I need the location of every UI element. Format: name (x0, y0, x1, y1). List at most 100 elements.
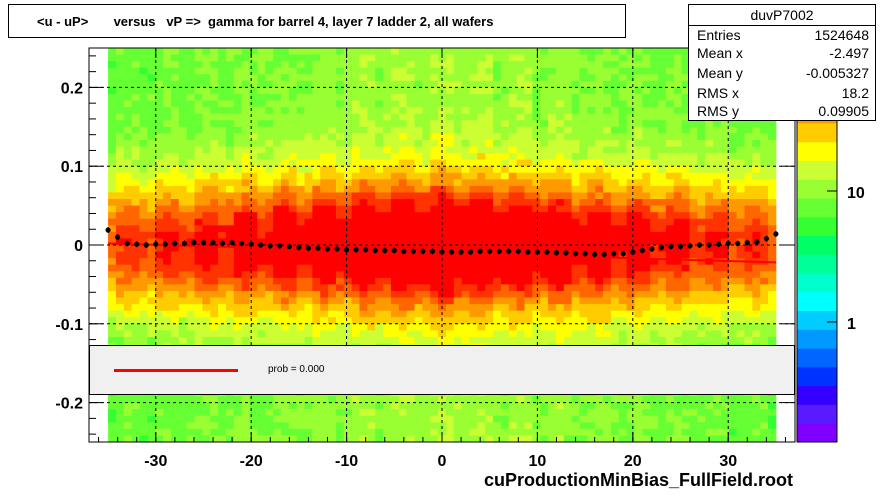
heatmap-cell (508, 336, 518, 344)
heatmap-cell (241, 225, 250, 233)
heatmap-cell (532, 323, 541, 331)
heatmap-cell (320, 80, 329, 88)
heatmap-cell (618, 166, 628, 174)
heatmap-cell (265, 126, 274, 134)
heatmap-cell (579, 402, 588, 410)
heatmap-cell (532, 113, 541, 121)
heatmap-cell (218, 107, 227, 115)
heatmap-cell (516, 402, 525, 410)
heatmap-cell (595, 126, 604, 134)
heatmap-cell (587, 330, 596, 338)
heatmap-cell (108, 251, 117, 259)
heatmap-cell (367, 310, 376, 318)
heatmap-cell (406, 402, 415, 410)
heatmap-cell (626, 133, 635, 141)
heatmap-cell (579, 133, 588, 141)
heatmap-cell (752, 415, 761, 423)
heatmap-cell (155, 113, 164, 121)
heatmap-cell (760, 126, 769, 134)
heatmap-cell (665, 159, 675, 167)
heatmap-cell (178, 304, 188, 312)
heatmap-cell (571, 199, 580, 206)
heatmap-cell (139, 93, 148, 101)
heatmap-cell (163, 126, 172, 134)
heatmap-cell (673, 323, 683, 331)
heatmap-cell (123, 336, 133, 344)
heatmap-cell (579, 61, 588, 69)
heatmap-cell (500, 113, 510, 121)
heatmap-cell (713, 199, 722, 206)
heatmap-cell (328, 218, 337, 226)
heatmap-cell (414, 330, 423, 338)
heatmap-cell (304, 146, 313, 154)
heatmap-cell (147, 212, 156, 220)
heatmap-cell (665, 139, 675, 147)
heatmap-cell (398, 153, 408, 161)
heatmap-cell (139, 336, 148, 344)
heatmap-cell (186, 304, 195, 312)
heatmap-cell (650, 231, 659, 239)
heatmap-cell (233, 310, 243, 318)
heatmap-cell (108, 428, 117, 436)
heatmap-cell (406, 396, 415, 403)
heatmap-cell (218, 146, 227, 154)
heatmap-cell (736, 304, 745, 312)
heatmap-cell (453, 304, 463, 312)
heatmap-cell (736, 251, 745, 259)
heatmap-cell (115, 74, 125, 82)
heatmap-cell (296, 87, 305, 95)
heatmap-cell (398, 179, 408, 187)
heatmap-cell (524, 192, 533, 200)
heatmap-cell (595, 218, 604, 226)
heatmap-cell (186, 199, 195, 206)
heatmap-cell (689, 225, 698, 233)
heatmap-cell (123, 179, 133, 187)
heatmap-cell (367, 100, 376, 108)
heatmap-cell (218, 54, 227, 62)
heatmap-cell (422, 179, 431, 187)
heatmap-cell (720, 205, 730, 213)
heatmap-cell (500, 212, 510, 220)
heatmap-cell (359, 304, 368, 312)
heatmap-cell (280, 310, 290, 318)
heatmap-cell (430, 284, 439, 292)
heatmap-cell (500, 422, 510, 430)
heatmap-cell (249, 304, 258, 312)
heatmap-cell (202, 166, 211, 174)
heatmap-cell (516, 166, 525, 174)
heatmap-cell (320, 120, 329, 128)
heatmap-cell (587, 409, 596, 417)
heatmap-cell (163, 277, 172, 285)
heatmap-cell (469, 409, 478, 417)
heatmap-cell (304, 310, 313, 318)
heatmap-cell (210, 310, 219, 318)
heatmap-cell (139, 218, 148, 226)
heatmap-cell (720, 159, 730, 167)
heatmap-cell (210, 67, 219, 75)
heatmap-cell (131, 422, 140, 430)
heatmap-cell (658, 330, 667, 338)
heatmap-cell (634, 428, 643, 436)
heatmap-cell (571, 238, 580, 246)
heatmap-cell (626, 402, 635, 410)
heatmap-cell (658, 271, 667, 279)
heatmap-cell (406, 93, 415, 101)
heatmap-cell (744, 126, 753, 134)
heatmap-cell (595, 323, 604, 331)
heatmap-cell (571, 336, 580, 344)
heatmap-cell (493, 199, 502, 206)
heatmap-cell (634, 290, 643, 298)
heatmap-cell (170, 402, 180, 410)
heatmap-cell (265, 435, 274, 443)
heatmap-cell (123, 113, 133, 121)
heatmap-cell (351, 93, 360, 101)
heatmap-cell (249, 251, 258, 259)
heatmap-cell (265, 238, 274, 246)
heatmap-cell (642, 126, 651, 134)
heatmap-cell (430, 336, 439, 344)
heatmap-cell (367, 238, 376, 246)
heatmap-cell (485, 153, 494, 161)
heatmap-cell (398, 126, 408, 134)
heatmap-cell (163, 159, 172, 167)
heatmap-cell (469, 93, 478, 101)
